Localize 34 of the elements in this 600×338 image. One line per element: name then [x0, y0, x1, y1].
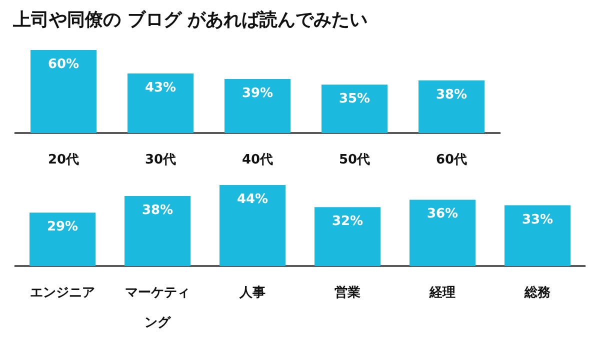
- data-label: 44%: [236, 192, 268, 207]
- x-tick-label: 人事: [238, 286, 266, 300]
- bar: [322, 84, 388, 133]
- data-label: 32%: [332, 214, 364, 230]
- x-tick-label: 総務: [524, 286, 552, 300]
- x-tick-label: 20代: [48, 152, 80, 168]
- bar: [410, 200, 476, 266]
- data-label: 35%: [338, 92, 370, 107]
- x-tick-label: マーケティング: [125, 286, 190, 330]
- bar: [30, 212, 96, 266]
- x-tick-label: 50代: [338, 152, 370, 168]
- x-tick-label: 30代: [144, 152, 176, 168]
- chart-title: 上司や同僚の ブログ があれば読んでみたい: [12, 10, 368, 30]
- data-label: 39%: [242, 86, 274, 102]
- bar: [124, 196, 190, 266]
- data-label: 36%: [426, 206, 458, 222]
- data-label: 38%: [436, 87, 468, 102]
- bar: [224, 79, 290, 133]
- x-tick-label: 60代: [436, 152, 468, 168]
- bar: [30, 50, 96, 133]
- bar: [418, 80, 484, 133]
- bar: [314, 207, 380, 266]
- x-tick-label: 経理: [428, 286, 456, 300]
- data-label: 60%: [48, 57, 80, 72]
- x-tick-label: 営業: [334, 284, 360, 300]
- bar: [128, 74, 194, 133]
- x-tick-label: 40代: [242, 152, 274, 168]
- data-label: 43%: [144, 80, 176, 96]
- data-label: 33%: [522, 212, 554, 228]
- data-label: 29%: [46, 220, 78, 235]
- data-label: 38%: [142, 203, 174, 218]
- bar: [504, 205, 570, 266]
- x-tick-label: エンジニア: [30, 286, 95, 300]
- bar: [220, 185, 286, 266]
